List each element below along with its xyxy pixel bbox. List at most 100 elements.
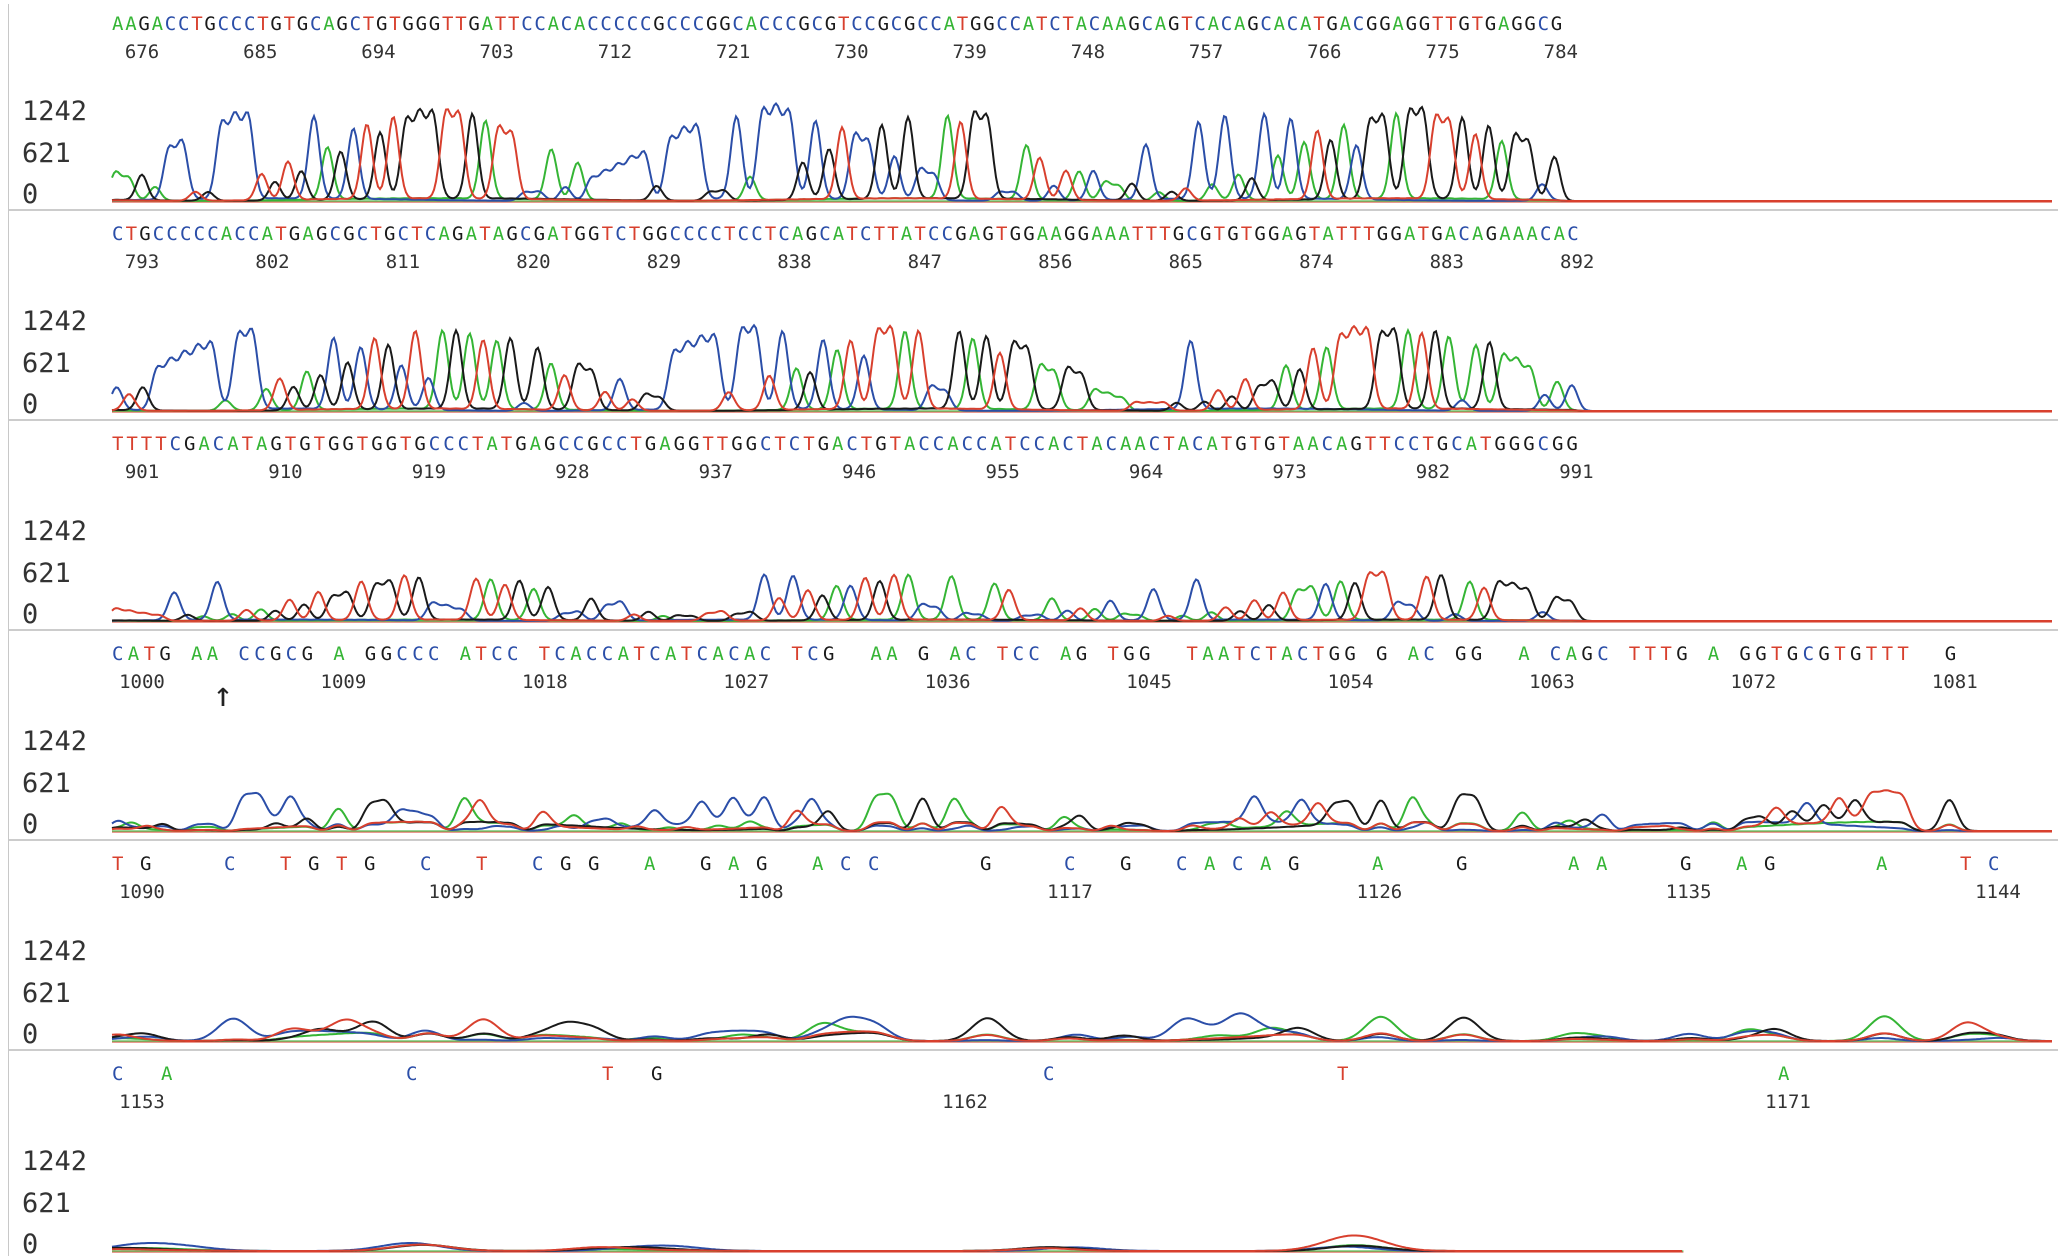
base-call: G (1023, 223, 1034, 245)
base-call: T (472, 433, 483, 455)
base-call: C (1176, 853, 1187, 875)
base-call: C (891, 13, 902, 35)
base-call: G (983, 13, 994, 35)
position-label: 775 (1425, 41, 1459, 63)
base-call: T (1250, 433, 1261, 455)
base-call: G (588, 223, 599, 245)
base-call: G (140, 853, 151, 875)
position-label: 739 (952, 41, 986, 63)
trace-T (111, 570, 2052, 622)
base-call: G (825, 13, 836, 35)
base-call: C (112, 223, 123, 245)
base-call: T (191, 13, 202, 35)
base-call: C (1019, 433, 1030, 455)
base-call: T (336, 853, 347, 875)
position-label: 1081 (1932, 671, 1978, 693)
base-call: T (1107, 643, 1118, 665)
base-call: C (760, 643, 771, 665)
base-call: C (918, 433, 929, 455)
base-call: A (870, 643, 882, 665)
base-call: C (1194, 13, 1205, 35)
position-label: 892 (1560, 251, 1594, 273)
base-call: G (1128, 13, 1139, 35)
base-call: C (1423, 643, 1434, 665)
position-label: 1171 (1765, 1091, 1811, 1113)
base-call: G (806, 223, 817, 245)
base-call: C (602, 643, 613, 665)
base-call: G (878, 13, 889, 35)
base-call: T (284, 13, 295, 35)
position-label: 793 (125, 251, 159, 273)
base-call: A (112, 13, 124, 35)
base-call: C (254, 643, 265, 665)
base-call: A (548, 13, 560, 35)
base-call: T (765, 223, 776, 245)
base-call: G (302, 643, 313, 665)
base-call: T (1365, 433, 1376, 455)
page-left-border (8, 4, 9, 1256)
base-call: A (207, 643, 219, 665)
base-call: T (1005, 433, 1016, 455)
trace-G (111, 105, 2052, 202)
base-call: G (1566, 433, 1577, 455)
base-call: A (728, 853, 740, 875)
base-call: A (833, 223, 845, 245)
position-label: 784 (1544, 41, 1578, 63)
base-call: C (573, 433, 584, 455)
base-call: C (640, 13, 651, 35)
base-call: A (1322, 223, 1334, 245)
y-tick-label: 621 (22, 768, 71, 799)
base-call: C (996, 13, 1007, 35)
base-call: C (1049, 13, 1060, 35)
base-call: T (126, 433, 137, 455)
base-call: C (1013, 643, 1024, 665)
base-call: G (1377, 223, 1388, 245)
base-call: G (376, 13, 387, 35)
base-call: A (1208, 13, 1220, 35)
base-call: T (791, 643, 802, 665)
base-call: G (1787, 643, 1798, 665)
base-call: A (1202, 643, 1214, 665)
base-call: C (600, 13, 611, 35)
base-call: G (1764, 853, 1775, 875)
base-call: T (996, 223, 1007, 245)
base-call: C (554, 643, 565, 665)
base-call: C (807, 643, 818, 665)
base-call: G (1437, 433, 1448, 455)
base-call: A (1466, 433, 1478, 455)
base-call: A (1392, 13, 1404, 35)
base-call: C (231, 13, 242, 35)
base-call: A (1499, 223, 1511, 245)
base-call: G (299, 433, 310, 455)
base-call: C (680, 13, 691, 35)
base-call: C (772, 13, 783, 35)
base-call: A (1445, 223, 1457, 245)
base-call: G (1376, 643, 1387, 665)
position-label: 811 (386, 251, 420, 273)
base-call: T (633, 643, 644, 665)
base-call: C (649, 643, 660, 665)
position-label: 1108 (738, 881, 784, 903)
base-call: G (371, 433, 382, 455)
base-call: G (1200, 223, 1211, 245)
y-tick-label: 1242 (22, 516, 87, 547)
base-call: G (653, 13, 664, 35)
base-call: A (944, 13, 956, 35)
y-tick-label: 621 (22, 348, 71, 379)
base-call: C (1353, 13, 1364, 35)
base-call: T (846, 223, 857, 245)
base-call: A (1037, 223, 1049, 245)
position-label: 1063 (1529, 671, 1575, 693)
base-call: G (1458, 13, 1469, 35)
base-call: T (629, 223, 640, 245)
base-call: C (928, 223, 939, 245)
base-call: A (1105, 223, 1117, 245)
base-call: A (1281, 643, 1293, 665)
trace-G (111, 574, 2052, 622)
base-call: C (112, 643, 123, 665)
position-label: 1027 (723, 671, 769, 693)
base-call: T (1645, 643, 1656, 665)
base-call: G (1945, 643, 1956, 665)
y-tick-label: 621 (22, 978, 71, 1009)
